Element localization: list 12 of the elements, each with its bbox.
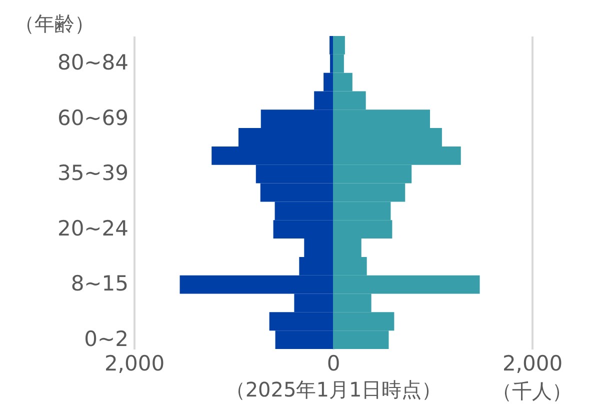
y-tick-label: 0~2 (84, 326, 128, 351)
y-tick-label: 35~39 (57, 161, 128, 186)
text: （千人） (492, 379, 572, 403)
x-tick-label: 0 (326, 352, 340, 376)
x-tick-label: 2,000 (502, 352, 563, 376)
y-tick-label: 20~24 (57, 216, 128, 240)
y-tick-label: 8~15 (70, 272, 128, 296)
x-tick-label: 2,000 (104, 352, 165, 376)
x-axis-title: （2025年1月1日時点） (225, 378, 442, 402)
y-axis-title: （年齢） (14, 12, 94, 36)
y-tick-label: 80~84 (57, 50, 128, 75)
y-tick-label: 60~69 (57, 106, 128, 130)
